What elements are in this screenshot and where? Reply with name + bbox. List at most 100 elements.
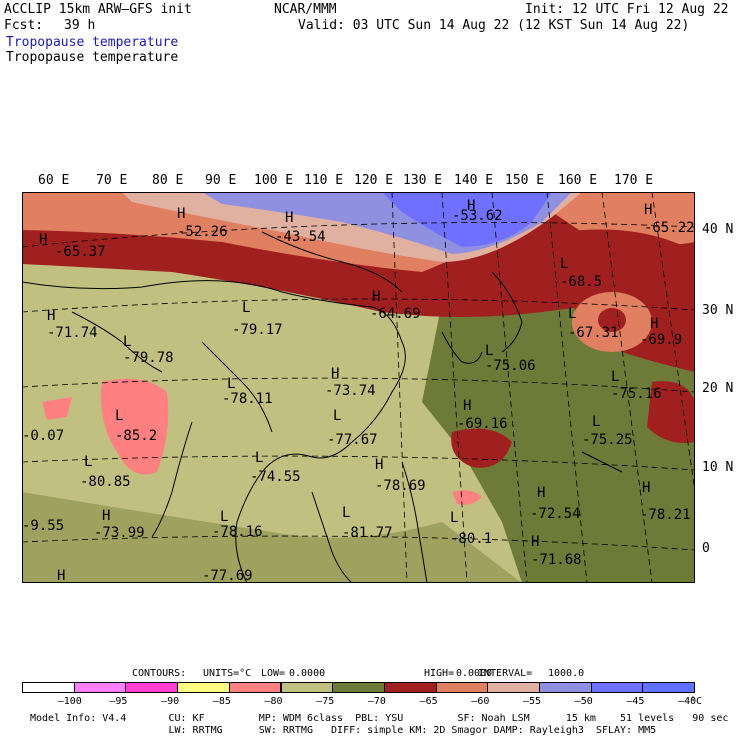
- band-salmon-ocean: [452, 490, 482, 505]
- colorbar-swatch: [383, 682, 437, 693]
- center-value: -71.68: [531, 552, 582, 568]
- center-H: H: [531, 534, 539, 550]
- tropopause-temperature-map: H -65.37 H -52.26 H -43.54 H -53.62 H -6…: [22, 192, 695, 583]
- lon-label: 110 E: [304, 173, 344, 188]
- init-time: Init: 12 UTC Fri 12 Aug 22: [525, 2, 729, 17]
- units-label: UNITS=°C: [203, 668, 252, 679]
- center-value: -75.25: [582, 432, 633, 448]
- center-H: H: [57, 568, 65, 583]
- center-L: L: [255, 450, 263, 466]
- lon-label: 80 E: [152, 173, 184, 188]
- center-H: H: [642, 480, 650, 496]
- forecast-label: Fcst:: [4, 18, 44, 33]
- lon-label: 170 E: [614, 173, 654, 188]
- valid-time: Valid: 03 UTC Sun 14 Aug 22 (12 KST Sun …: [298, 18, 690, 33]
- colorbar-swatch: [22, 682, 75, 693]
- colorbar-swatch: [539, 682, 592, 693]
- low-label: LOW=: [261, 668, 286, 679]
- center-value: -73.99: [94, 525, 145, 541]
- colorbar-swatch: [125, 682, 179, 693]
- lat-label: 20 N: [702, 381, 734, 396]
- colorbar-tick-label: –45: [626, 696, 645, 707]
- center-value: -79.17: [232, 322, 283, 338]
- center-value: -53.62: [452, 208, 503, 224]
- center-value: -69.16: [457, 416, 508, 432]
- colorbar-swatch: [280, 682, 334, 693]
- center-H: H: [537, 485, 545, 501]
- center-L: L: [242, 300, 250, 316]
- center-L: L: [560, 256, 568, 272]
- band-dark-red-sea: [451, 428, 512, 468]
- center-H: H: [644, 202, 652, 218]
- center-L: L: [450, 510, 458, 526]
- coastlines: [22, 231, 623, 583]
- center-value: -78.21: [640, 507, 691, 523]
- center-value: -9.55: [22, 518, 64, 534]
- colorbar-tick-label: –65: [419, 696, 438, 707]
- colorbar-tick-label: –40: [678, 696, 697, 707]
- center-value: -78.11: [222, 391, 273, 407]
- center-H: H: [177, 206, 185, 222]
- lon-label: 140 E: [454, 173, 494, 188]
- colorbar-swatch: [435, 682, 489, 693]
- colorbar-unit: °C: [690, 696, 703, 707]
- colorbar-tick-label: –50: [574, 696, 593, 707]
- center-value: -0.07: [22, 428, 64, 444]
- colorbar-swatch: [590, 682, 644, 693]
- lon-label: 130 E: [403, 173, 443, 188]
- band-salmon-west: [101, 378, 169, 475]
- high-value: 0.0000: [456, 668, 493, 679]
- lon-label: 100 E: [254, 173, 294, 188]
- colorbar-tick-label: –100: [57, 696, 82, 707]
- center-value: -75.06: [485, 358, 536, 374]
- interval-label: INTERVAL=: [478, 668, 533, 679]
- colorbar-swatch: [228, 682, 282, 693]
- colorbar-swatch: [73, 682, 127, 693]
- lat-label: 10 N: [702, 460, 734, 475]
- colorbar-tick-label: –80: [264, 696, 283, 707]
- colorbar-tick-label: –90: [161, 696, 180, 707]
- center-value: -73.74: [325, 383, 376, 399]
- lon-label: 120 E: [354, 173, 394, 188]
- colorbar-tick-label: –85: [212, 696, 231, 707]
- band-dark-red-east: [647, 381, 695, 443]
- center-H: H: [331, 366, 339, 382]
- center-value: -85.2: [115, 428, 157, 444]
- model-info-line2: LW: RRTMG SW: RRTMG DIFF: simple KM: 2D …: [30, 725, 657, 736]
- center-L: L: [227, 376, 235, 392]
- colorbar-swatch: [642, 682, 696, 693]
- contours-label: CONTOURS:: [132, 668, 187, 679]
- band-olive-dark-east: [422, 287, 695, 583]
- center-value: -78.69: [375, 478, 426, 494]
- center-value: -65.37: [55, 244, 106, 260]
- center-value: -72.54: [530, 506, 581, 522]
- lon-label: 160 E: [558, 173, 598, 188]
- center-L: L: [485, 343, 493, 359]
- lon-label: 60 E: [38, 173, 70, 188]
- center-L: L: [123, 334, 131, 350]
- center-value: -64.69: [370, 306, 421, 322]
- center-value: -80.1: [450, 531, 492, 547]
- center-value: -43.54: [275, 229, 326, 245]
- colorbar-tick-label: –60: [471, 696, 490, 707]
- lon-label: 150 E: [505, 173, 545, 188]
- center-L: L: [342, 505, 350, 521]
- lon-label: 90 E: [205, 173, 237, 188]
- center-H: H: [463, 398, 471, 414]
- field-title-primary: Tropopause temperature: [6, 35, 179, 50]
- lat-label: 40 N: [702, 222, 734, 237]
- center-H: H: [372, 289, 380, 305]
- center-value: -67.31: [568, 325, 619, 341]
- center-L: L: [220, 509, 228, 525]
- center-value: -77.69: [202, 568, 253, 583]
- band-blue: [382, 192, 552, 247]
- colorbar-swatch: [332, 682, 385, 693]
- forecast-value: 39 h: [64, 18, 96, 33]
- model-title: ACCLIP 15km ARW–GFS init: [4, 2, 192, 17]
- center-L: L: [115, 408, 123, 424]
- center-H: H: [39, 232, 47, 248]
- center-H: H: [47, 308, 55, 324]
- center-value: -69.9: [640, 332, 682, 348]
- lon-label: 70 E: [96, 173, 128, 188]
- center-H: H: [650, 316, 658, 332]
